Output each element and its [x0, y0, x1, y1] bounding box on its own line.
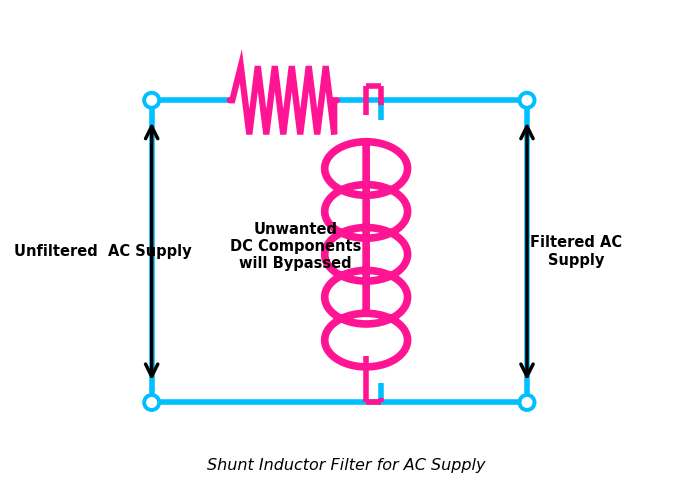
Circle shape: [147, 96, 156, 105]
Circle shape: [143, 394, 160, 411]
Circle shape: [518, 394, 536, 411]
Text: Unfiltered  AC Supply: Unfiltered AC Supply: [14, 244, 192, 259]
Circle shape: [518, 92, 536, 109]
Circle shape: [522, 96, 532, 105]
Text: Filtered AC
Supply: Filtered AC Supply: [529, 235, 621, 268]
Circle shape: [143, 92, 160, 109]
Circle shape: [522, 398, 532, 407]
Text: Shunt Inductor Filter for AC Supply: Shunt Inductor Filter for AC Supply: [207, 458, 486, 473]
Text: Unwanted
DC Components
will Bypassed: Unwanted DC Components will Bypassed: [230, 221, 361, 272]
Circle shape: [147, 398, 156, 407]
